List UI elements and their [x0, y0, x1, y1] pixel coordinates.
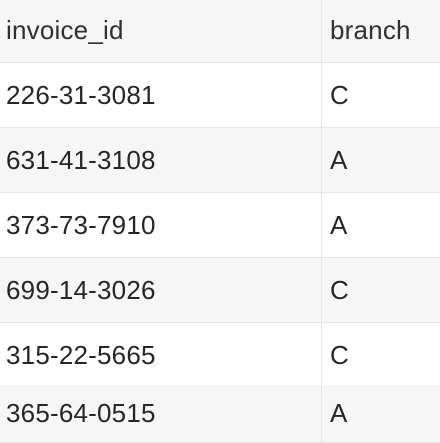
cell-invoice-id[interactable]: 699-14-3026: [0, 258, 322, 322]
cell-invoice-id[interactable]: 373-73-7910: [0, 193, 322, 257]
table-row[interactable]: 315-22-5665 C: [0, 323, 440, 388]
column-header-branch[interactable]: branch: [330, 14, 411, 45]
cell-invoice-id[interactable]: 226-31-3081: [0, 63, 322, 127]
table-row[interactable]: 699-14-3026 C: [0, 258, 440, 323]
table-row[interactable]: 365-64-0515 A: [0, 385, 440, 443]
cell-branch[interactable]: C: [330, 339, 349, 370]
column-header-invoice-id[interactable]: invoice_id: [0, 0, 322, 62]
table-header-row: invoice_id branch: [0, 0, 440, 63]
cell-invoice-id[interactable]: 365-64-0515: [0, 385, 322, 442]
cell-branch[interactable]: C: [330, 79, 349, 110]
table-row[interactable]: 373-73-7910 A: [0, 193, 440, 258]
cell-branch[interactable]: A: [330, 209, 348, 240]
cell-invoice-id[interactable]: 315-22-5665: [0, 323, 322, 387]
cell-branch[interactable]: A: [330, 144, 348, 175]
table-row[interactable]: 631-41-3108 A: [0, 128, 440, 193]
cell-invoice-id[interactable]: 631-41-3108: [0, 128, 322, 192]
cell-branch[interactable]: C: [330, 274, 349, 305]
table-row[interactable]: 226-31-3081 C: [0, 63, 440, 128]
cell-branch[interactable]: A: [330, 398, 348, 428]
